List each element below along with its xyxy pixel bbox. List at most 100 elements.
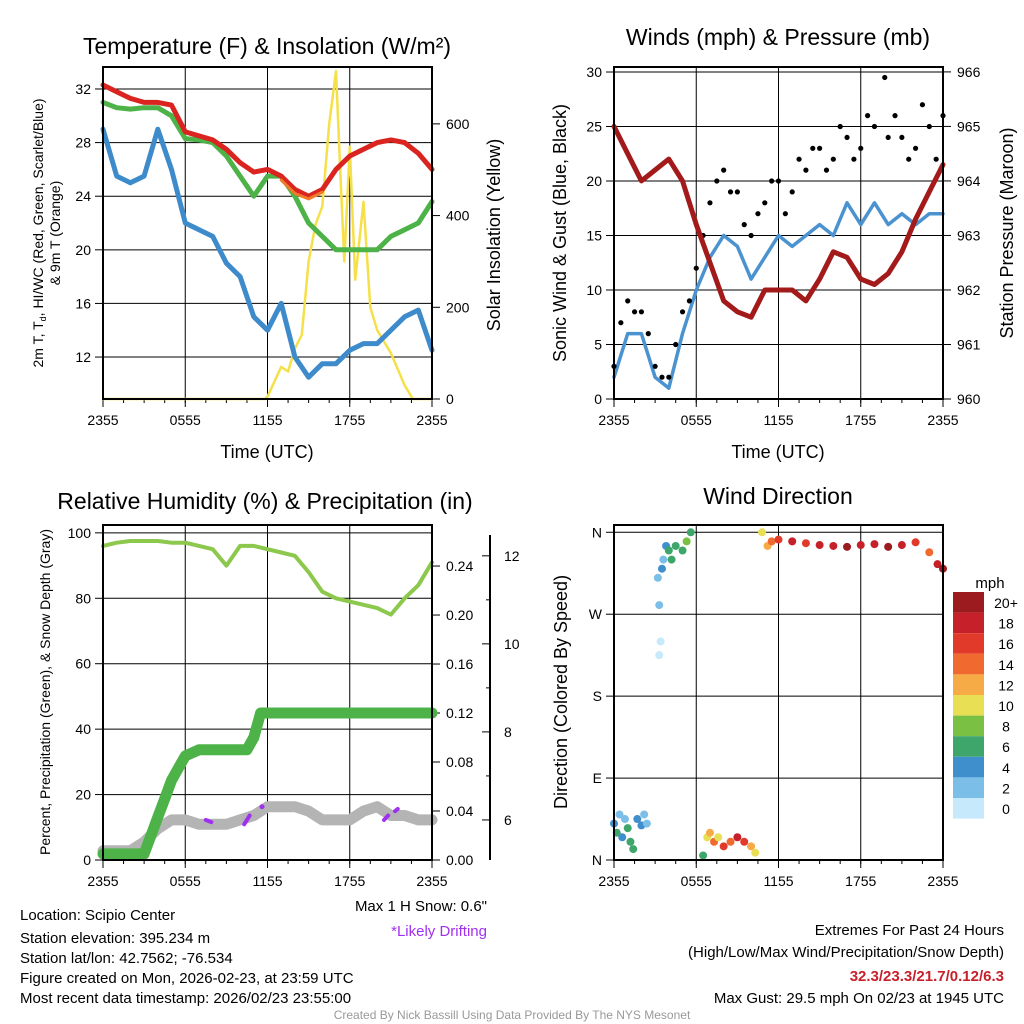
wind-series-gust-point bbox=[851, 156, 857, 162]
wind-xlabel: Time (UTC) bbox=[731, 442, 824, 462]
wind-xtick-label: 2355 bbox=[598, 412, 629, 428]
wind-series-gust-point bbox=[727, 189, 734, 195]
winddir-direction-point bbox=[659, 555, 668, 564]
wind-series-gust-point bbox=[789, 189, 795, 195]
temp-y2tick-label: 600 bbox=[446, 116, 470, 132]
temp-y2label: Solar Insolation (Yellow) bbox=[484, 139, 504, 331]
temp-chart-title: Temperature (F) & Insolation (W/m²) bbox=[83, 33, 451, 59]
wind-xtick-label: 1755 bbox=[845, 412, 876, 428]
wind-series-gust-point bbox=[659, 374, 665, 380]
extremes-values: 32.3/23.3/21.7/0.12/6.3 bbox=[850, 968, 1004, 985]
rh-xtick-label: 1755 bbox=[334, 873, 365, 889]
wind-series-gust-point bbox=[748, 232, 754, 239]
wind-series-gust-point bbox=[673, 341, 679, 348]
temp-y2tick-label: 200 bbox=[446, 299, 470, 315]
colorbar-swatch bbox=[953, 653, 984, 675]
wind-series-gust-point bbox=[882, 74, 888, 81]
winddir-direction-point bbox=[620, 815, 629, 824]
winddir-chart-title: Wind Direction bbox=[703, 483, 853, 509]
wind-xtick-label: 0555 bbox=[681, 412, 712, 428]
wind-chart-title: Winds (mph) & Pressure (mb) bbox=[626, 24, 930, 50]
rh-chart-title: Relative Humidity (%) & Precipitation (i… bbox=[57, 488, 472, 514]
colorbar-swatch bbox=[953, 736, 984, 757]
rh-ytick-label: 20 bbox=[75, 787, 91, 803]
wind-series-gust-point bbox=[919, 102, 926, 108]
winddir-direction-point bbox=[671, 541, 680, 550]
winddir-direction-point bbox=[911, 538, 920, 547]
temp-ytick-label: 12 bbox=[75, 349, 91, 365]
colorbar-swatch bbox=[953, 633, 984, 654]
wind-series-gust-point bbox=[679, 309, 686, 315]
rh-xtick-label: 2355 bbox=[416, 873, 447, 889]
rh-y2tick-label: 0.24 bbox=[446, 558, 473, 574]
colorbar-swatch bbox=[953, 695, 984, 716]
wind-series-gust-point bbox=[885, 134, 891, 141]
winddir-direction-point bbox=[626, 837, 635, 846]
wind-y2tick-label: 960 bbox=[957, 391, 981, 407]
wind-series-gust-point bbox=[755, 211, 761, 217]
winddir-direction-point bbox=[740, 837, 749, 846]
winddir-direction-point bbox=[629, 845, 638, 854]
rh-y2tick-label: 0.16 bbox=[446, 656, 473, 672]
rh-xtick-label: 1155 bbox=[252, 873, 282, 889]
temp-ytick-label: 16 bbox=[75, 295, 91, 311]
winddir-direction-point bbox=[640, 810, 649, 819]
winddir-direction-point bbox=[774, 535, 783, 544]
wind-ytick-label: 0 bbox=[594, 391, 602, 407]
winddir-direction-point bbox=[843, 542, 852, 551]
station-latlon: Station lat/lon: 42.7562; -76.534 bbox=[20, 950, 233, 967]
wind-ytick-label: 10 bbox=[586, 282, 602, 298]
winddir-direction-point bbox=[726, 837, 735, 846]
winddir-direction-point bbox=[678, 546, 687, 555]
temp-ytick-label: 28 bbox=[75, 135, 91, 151]
colorbar-swatch bbox=[953, 674, 984, 695]
wind-series-gust-point bbox=[645, 331, 651, 337]
rh-ylabel: Percent, Precipitation (Green), & Snow D… bbox=[37, 529, 53, 855]
figure-created: Figure created on Mon, 2026-02-23, at 23… bbox=[20, 970, 354, 987]
wind-series-gust-point bbox=[912, 145, 919, 151]
colorbar-swatch bbox=[953, 798, 984, 819]
rh-y2tick-label: 0.04 bbox=[446, 803, 473, 819]
winddir-direction-point bbox=[925, 548, 934, 557]
wind-series-station-pressure-line bbox=[611, 123, 946, 320]
temp-ytick-label: 32 bbox=[75, 81, 91, 97]
winddir-direction-point bbox=[699, 851, 708, 860]
winddir-direction-point bbox=[933, 560, 942, 569]
wind-series-gust-point bbox=[734, 189, 740, 195]
rh-y2tick-label: 0.12 bbox=[446, 705, 473, 721]
rh-ytick-label: 40 bbox=[75, 721, 91, 737]
winddir-ytick-label: W bbox=[589, 606, 603, 622]
winddir-direction-point bbox=[705, 828, 714, 837]
rh-y3tick-label: 8 bbox=[504, 724, 512, 740]
temp-y2tick-label: 400 bbox=[446, 208, 470, 224]
winddir-direction-point bbox=[642, 819, 651, 828]
wind-xtick-label: 1155 bbox=[763, 412, 793, 428]
winddir-ytick-label: N bbox=[592, 524, 602, 540]
colorbar-label-18: 18 bbox=[998, 616, 1014, 632]
wind-y2tick-label: 966 bbox=[957, 64, 981, 80]
rh-series-likely-drifting-segment bbox=[382, 813, 391, 822]
winddir-direction-point bbox=[623, 824, 632, 833]
credit: Created By Nick Bassill Using Data Provi… bbox=[334, 1008, 691, 1022]
temp-xtick-label: 1155 bbox=[252, 412, 282, 428]
winddir-direction-point bbox=[667, 555, 676, 564]
wind-series-gust-point bbox=[871, 123, 878, 130]
wind-series-gust-point bbox=[844, 134, 850, 141]
winddir-direction-point bbox=[856, 541, 865, 550]
winddir-direction-point bbox=[829, 541, 838, 550]
wind-xtick-label: 2355 bbox=[927, 412, 958, 428]
rh-series-likely-drifting-segment bbox=[203, 817, 214, 825]
winddir-direction-point bbox=[801, 539, 810, 548]
rh-ytick-label: 80 bbox=[75, 590, 91, 606]
rh-ytick-label: 100 bbox=[68, 525, 92, 541]
temp-ytick-label: 24 bbox=[75, 188, 91, 204]
wind-series-gust-point bbox=[803, 167, 809, 173]
temp-ylabel-line2: & 9m T (Orange) bbox=[47, 181, 63, 286]
wind-ytick-label: 20 bbox=[586, 173, 602, 189]
winddir-direction-point bbox=[815, 541, 824, 550]
wind-ytick-label: 30 bbox=[586, 64, 602, 80]
location: Location: Scipio Center bbox=[20, 907, 175, 924]
winddir-plot-frame bbox=[613, 524, 944, 861]
wind-y2tick-label: 962 bbox=[957, 282, 981, 298]
